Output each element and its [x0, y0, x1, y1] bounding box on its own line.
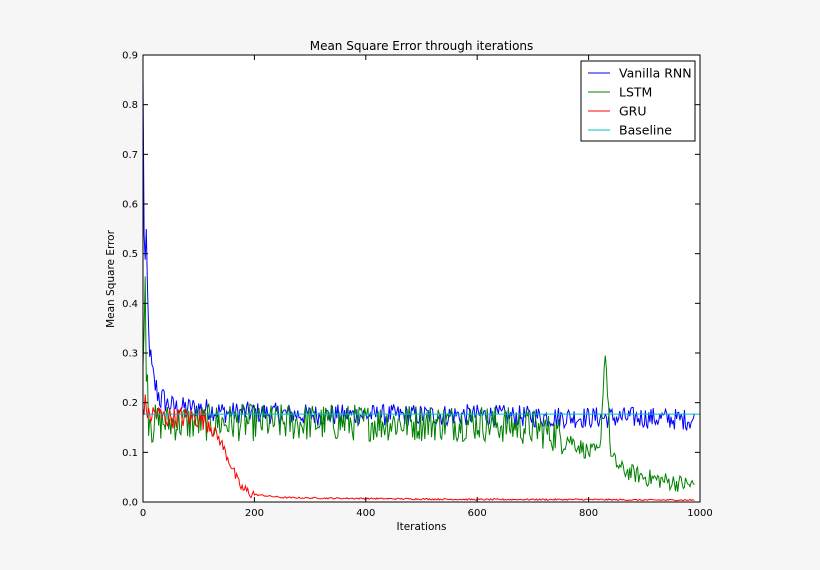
y-tick-label: 0.9 — [122, 51, 138, 62]
y-axis-title: Mean Square Error — [105, 229, 117, 328]
y-tick-label: 0.7 — [122, 150, 138, 161]
x-tick-label: 400 — [356, 508, 375, 519]
legend-label: Baseline — [619, 123, 672, 138]
y-tick-label: 0.8 — [122, 100, 138, 111]
y-tick-label: 0.4 — [122, 299, 138, 310]
y-tick-label: 0.2 — [122, 398, 138, 409]
y-tick-label: 0.3 — [122, 349, 138, 360]
x-tick-label: 800 — [579, 508, 598, 519]
y-tick-label: 0.5 — [122, 249, 138, 260]
x-tick-label: 0 — [140, 508, 146, 519]
legend-label: GRU — [619, 104, 647, 119]
x-tick-label: 200 — [245, 508, 264, 519]
x-tick-label: 1000 — [687, 508, 712, 519]
legend: Vanilla RNN LSTM GRU Baseline — [580, 60, 696, 142]
y-tick-label: 0.6 — [122, 200, 138, 211]
y-tick-label: 0.1 — [122, 448, 138, 459]
x-axis-title: Iterations — [396, 521, 446, 533]
series-line-vanilla-rnn — [142, 75, 695, 431]
series-line-lstm — [142, 276, 695, 492]
legend-label: LSTM — [619, 85, 652, 100]
legend-label: Vanilla RNN — [619, 66, 692, 81]
legend-box — [580, 60, 696, 142]
chart-title: Mean Square Error through iterations — [310, 39, 534, 53]
plot-frame — [142, 54, 701, 503]
x-tick-label: 600 — [468, 508, 487, 519]
series-line-gru — [142, 394, 695, 502]
y-tick-label: 0.0 — [122, 498, 138, 509]
